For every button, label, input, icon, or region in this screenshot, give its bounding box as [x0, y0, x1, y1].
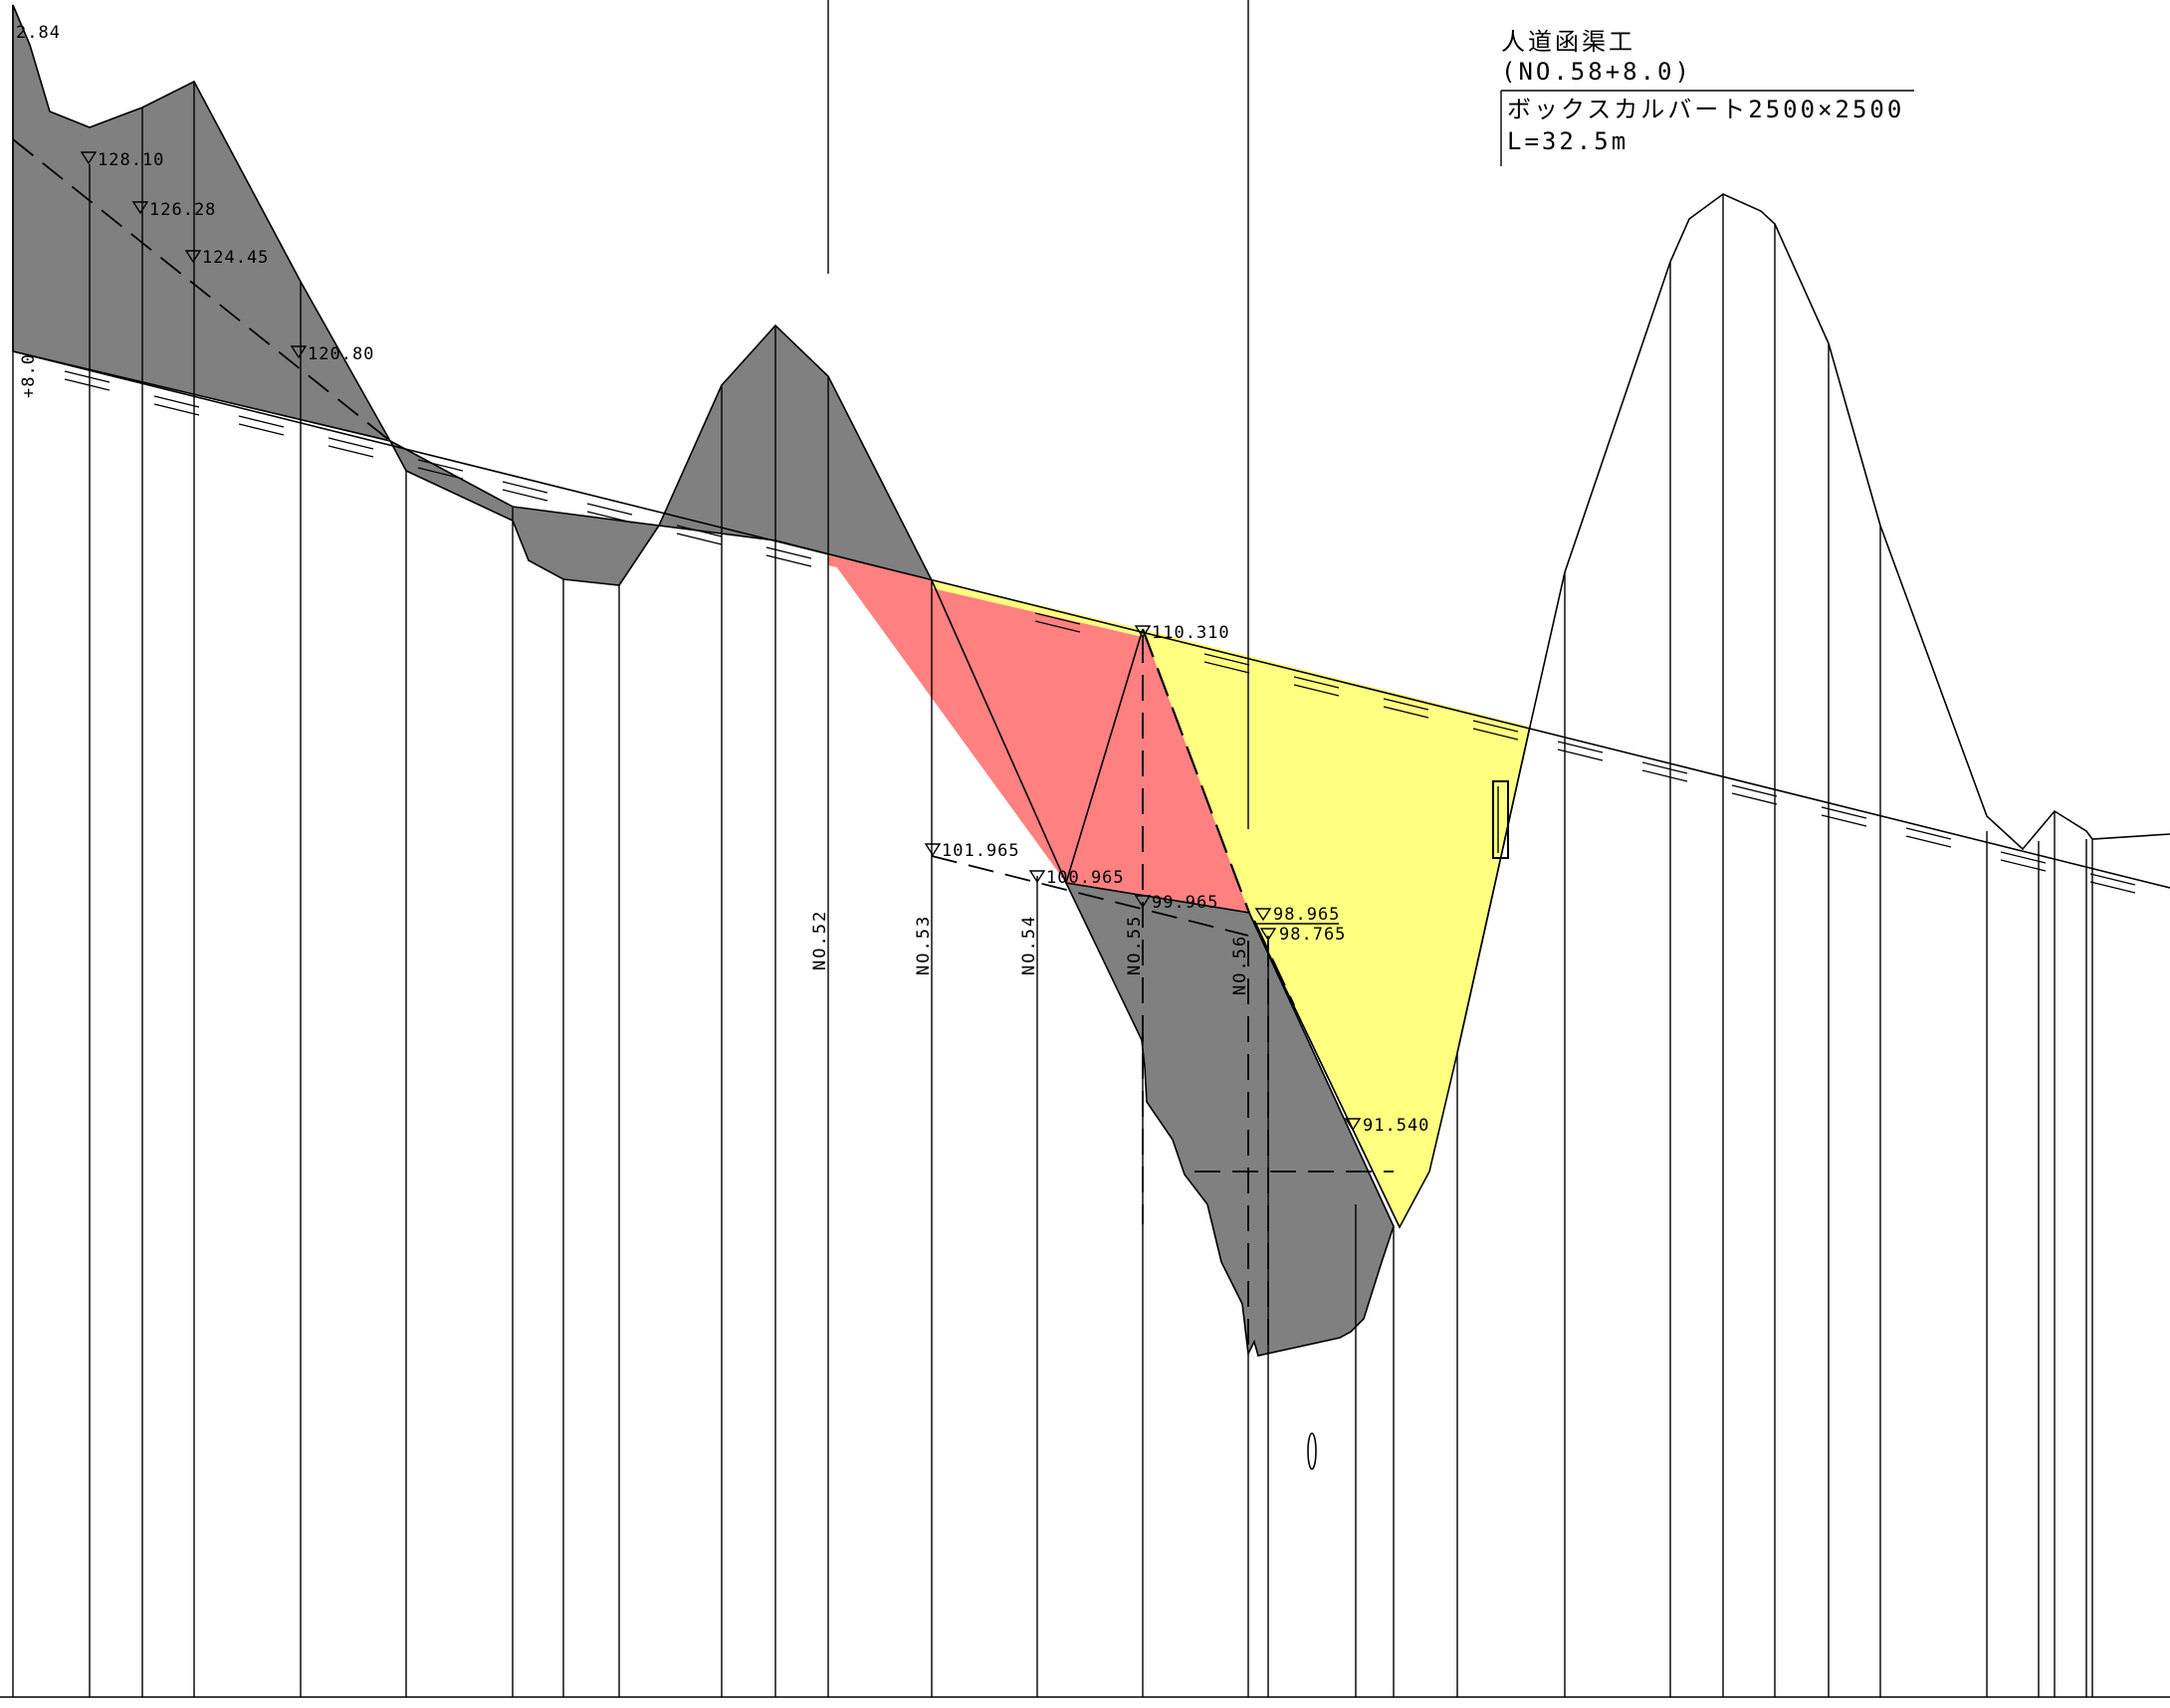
fill-slope-dashed: [1253, 920, 1295, 1006]
title-block: 人道函渠工 (NO.58+8.0) ボックスカルバート2500×2500 L=3…: [1500, 28, 1914, 166]
elevation-e5: 110.310: [1152, 623, 1230, 643]
strip-fill-yellow: [932, 580, 1143, 637]
strip-fill-red: [828, 555, 932, 589]
station-labels: NO.52 NO.53 NO.54 NO.55 NO.56: [810, 910, 1250, 995]
elevation-e7: 100.965: [1046, 868, 1125, 888]
station-label-54: NO.54: [1019, 915, 1039, 975]
station-label-56: NO.56: [1230, 935, 1250, 995]
elevation-e6: 101.965: [942, 841, 1020, 861]
terrain-outline-right: [1456, 193, 2170, 1054]
elevation-e10: 98.765: [1279, 925, 1346, 945]
design-grade-line: [12, 350, 2170, 889]
left-dashed-profile: [12, 138, 391, 442]
excavation-dashed-line: [931, 855, 1249, 937]
elevation-e3: 124.45: [202, 248, 269, 268]
station-label-53: NO.53: [914, 915, 934, 975]
elevation-triangle: [80, 151, 98, 165]
box-culvert-symbol: [1492, 780, 1509, 859]
excavation-fill-red: [828, 555, 1249, 913]
station-grid: [12, 0, 2093, 1697]
corner-label: 2.84: [16, 23, 61, 43]
elevation-e2: 126.28: [149, 200, 216, 220]
station-label-55: NO.55: [1125, 915, 1145, 975]
elevation-e9: 98.965: [1273, 905, 1340, 925]
terrain-fill-left-peak: [12, 4, 392, 443]
elevation-e1: 128.10: [98, 150, 164, 170]
elevation-e4: 120.80: [308, 344, 374, 364]
title-length: L=32.5m: [1507, 127, 1628, 155]
title-name: 人道函渠工: [1501, 28, 1635, 56]
cut-slope-dashed: [1141, 628, 1251, 914]
elevation-e11: 91.540: [1363, 1116, 1429, 1136]
embankment-fill-yellow: [1143, 629, 1530, 1227]
elevation-labels: 128.10 126.28 124.45 120.80 110.310 101.…: [80, 150, 1429, 1136]
fill-slope-solid: [1248, 912, 1401, 1228]
title-station: (NO.58+8.0): [1501, 58, 1692, 86]
title-structure: ボックスカルバート2500×2500: [1507, 96, 1904, 123]
elevation-e8: 99.965: [1152, 893, 1218, 913]
station-marker: +8.0: [19, 353, 39, 398]
station-label-52: NO.52: [810, 910, 830, 970]
marker-ellipse: [1307, 1432, 1317, 1470]
terrain-fill-center-peak: [657, 323, 934, 582]
grade-hatch: [64, 370, 2136, 894]
excavation-outline: [931, 579, 1144, 886]
